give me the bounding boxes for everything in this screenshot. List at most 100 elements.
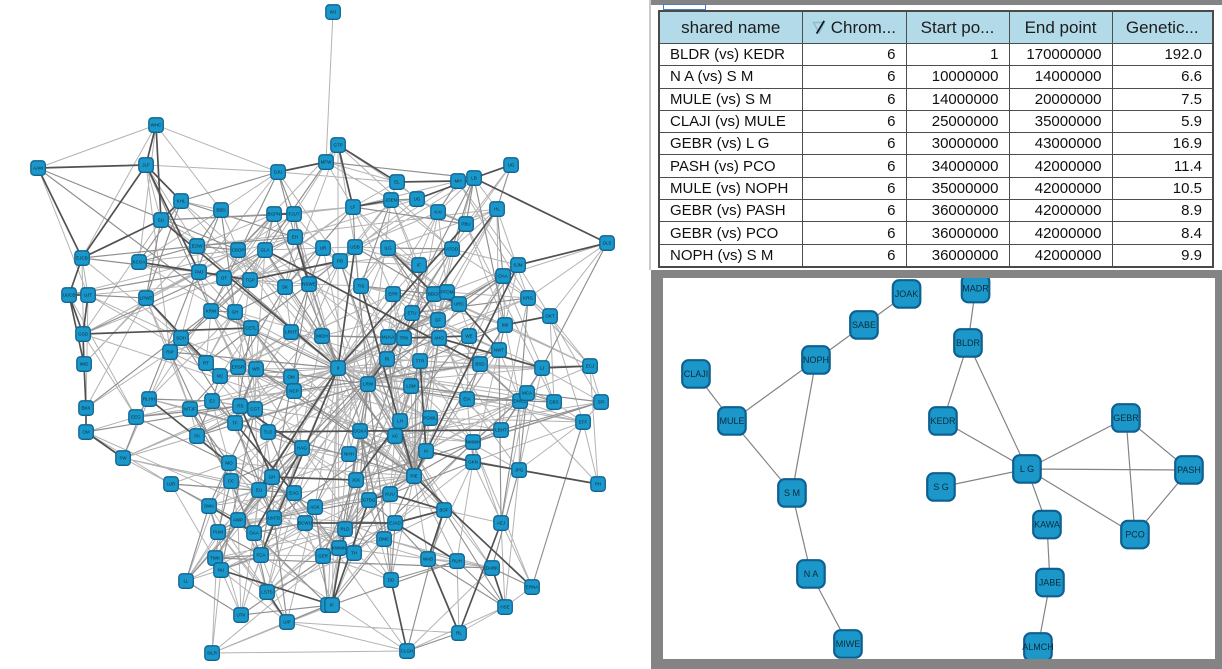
svg-text:DABK: DABK — [486, 566, 498, 571]
svg-text:UJR: UJR — [167, 482, 176, 487]
svg-text:OKT: OKT — [545, 314, 555, 319]
svg-text:DD: DD — [388, 578, 395, 583]
svg-text:NHH: NHH — [344, 452, 354, 457]
svg-text:NC: NC — [217, 374, 224, 379]
svg-text:RIP: RIP — [166, 350, 174, 355]
svg-text:ITS: ITS — [236, 404, 243, 409]
svg-text:EOW: EOW — [192, 244, 204, 249]
svg-text:RI: RI — [385, 357, 390, 362]
svg-text:TIS: TIS — [357, 284, 364, 289]
svg-text:L G: L G — [1020, 464, 1034, 474]
svg-text:FII: FII — [194, 434, 199, 439]
svg-text:RT: RT — [203, 361, 209, 366]
svg-text:LL: LL — [183, 579, 189, 584]
svg-text:PCO: PCO — [1125, 530, 1145, 540]
svg-text:PUM: PUM — [213, 530, 223, 535]
svg-text:JDEN: JDEN — [385, 198, 397, 203]
svg-text:BGPN: BGPN — [268, 212, 281, 217]
svg-text:WE: WE — [465, 334, 472, 339]
svg-text:ECJ: ECJ — [586, 364, 595, 369]
svg-text:NSWE: NSWE — [302, 282, 316, 287]
svg-text:KCOA: KCOA — [133, 260, 146, 265]
svg-text:KEDR: KEDR — [930, 416, 956, 426]
svg-text:LBHT: LBHT — [495, 428, 507, 433]
svg-text:RUH: RUH — [452, 559, 462, 564]
svg-text:JABE: JABE — [1039, 578, 1062, 588]
svg-text:UG: UG — [414, 197, 421, 202]
svg-text:PGWL: PGWL — [423, 416, 437, 421]
svg-text:EL: EL — [394, 180, 400, 185]
svg-text:PD: PD — [337, 259, 344, 264]
svg-text:EJAD: EJAD — [389, 521, 401, 526]
svg-text:JCK: JCK — [352, 478, 361, 483]
svg-text:BKK: BKK — [81, 406, 90, 411]
svg-text:IF: IF — [417, 263, 421, 268]
svg-text:II: II — [337, 366, 340, 371]
svg-text:MADR: MADR — [962, 284, 989, 294]
svg-text:IA: IA — [424, 449, 428, 454]
svg-text:EAG: EAG — [289, 491, 299, 496]
svg-text:IMI: IMI — [502, 323, 508, 328]
svg-text:EPR: EPR — [388, 292, 398, 297]
svg-text:RLD: RLD — [340, 527, 350, 532]
svg-text:PBU: PBU — [461, 222, 470, 227]
svg-text:NOPH: NOPH — [803, 355, 829, 365]
svg-text:UTK: UTK — [237, 613, 246, 618]
svg-text:LB: LB — [471, 176, 477, 181]
svg-text:OM: OM — [82, 430, 90, 435]
svg-text:PFOM: PFOM — [441, 290, 454, 295]
svg-text:OMC: OMC — [379, 537, 390, 542]
svg-text:CC: CC — [228, 479, 235, 484]
svg-text:ERNA: ERNA — [526, 585, 539, 590]
svg-text:LRW: LRW — [363, 382, 374, 387]
svg-text:FW: FW — [120, 456, 128, 461]
svg-text:ATOD: ATOD — [446, 247, 459, 252]
svg-text:FMJ: FMJ — [195, 270, 204, 275]
svg-text:PH: PH — [595, 482, 601, 487]
svg-text:KWMK: KWMK — [332, 546, 346, 551]
svg-text:IF: IF — [330, 603, 334, 608]
svg-text:OGKA: OGKA — [353, 429, 366, 434]
svg-text:TLO: TLO — [264, 430, 273, 435]
svg-text:EIA: EIA — [463, 397, 470, 402]
svg-text:AAM: AAM — [33, 166, 43, 171]
svg-text:KUU: KUU — [385, 492, 395, 497]
svg-text:SOH: SOH — [176, 336, 186, 341]
svg-text:GF: GF — [435, 318, 442, 323]
svg-text:EEG: EEG — [131, 415, 141, 420]
svg-text:LF: LF — [350, 205, 356, 210]
svg-text:TWK: TWK — [210, 556, 220, 561]
svg-text:NCP: NCP — [289, 389, 299, 394]
svg-text:MIDH: MIDH — [316, 334, 328, 339]
svg-text:UIP: UIP — [283, 620, 291, 625]
svg-text:MULE: MULE — [719, 416, 744, 426]
svg-text:ETU: ETU — [408, 311, 417, 316]
svg-text:SWA: SWA — [204, 504, 214, 509]
svg-text:BOF: BOF — [439, 508, 449, 513]
svg-text:CBOP: CBOP — [232, 248, 245, 253]
svg-text:UG: UG — [508, 163, 515, 168]
svg-text:FJUT: FJUT — [289, 212, 300, 217]
svg-text:HL: HL — [494, 207, 500, 212]
svg-text:UKFB: UKFB — [268, 516, 280, 521]
svg-text:NMWH: NMWH — [466, 440, 481, 445]
svg-text:DLS: DLS — [603, 241, 612, 246]
svg-text:SLI: SLI — [158, 218, 165, 223]
svg-text:EJCB: EJCB — [76, 256, 88, 261]
svg-text:LSM: LSM — [406, 384, 416, 389]
svg-text:BBD: BBD — [216, 208, 226, 213]
svg-text:KAI: KAI — [434, 210, 441, 215]
svg-text:URC: URC — [454, 302, 464, 307]
svg-text:SK: SK — [282, 285, 288, 290]
svg-text:TGP: TGP — [245, 278, 254, 283]
svg-text:MFW: MFW — [321, 160, 332, 165]
svg-text:GH: GH — [269, 475, 276, 480]
svg-text:RLHH: RLHH — [143, 397, 155, 402]
svg-text:ALMCH: ALMCH — [1022, 642, 1054, 652]
svg-text:CLGH: CLGH — [401, 649, 414, 654]
svg-text:RL: RL — [456, 631, 462, 636]
svg-text:NU: NU — [218, 568, 225, 573]
svg-text:S M: S M — [784, 488, 800, 498]
svg-text:LSTS: LSTS — [261, 590, 272, 595]
svg-text:TTR: TTR — [416, 359, 425, 364]
